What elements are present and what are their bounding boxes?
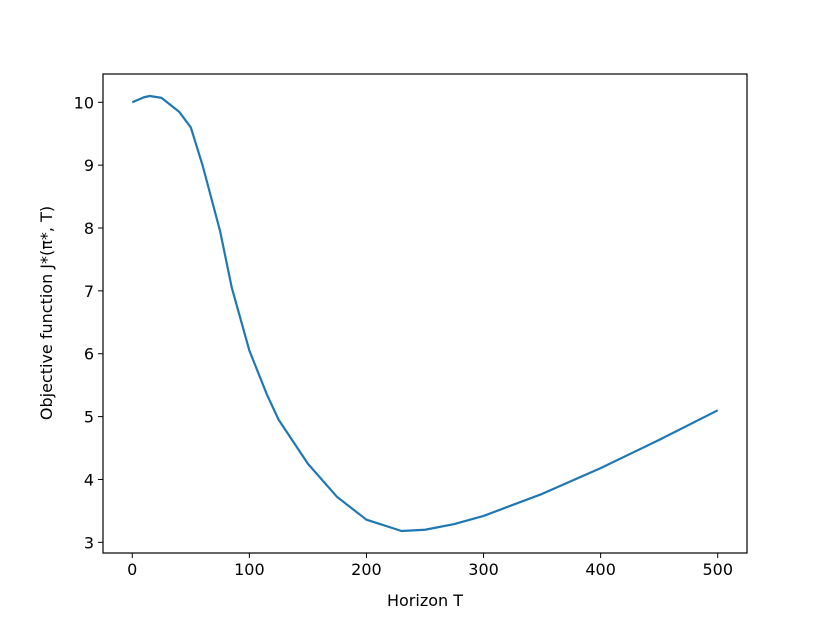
x-tick-label: 100 (234, 560, 265, 579)
y-tick-label: 6 (84, 345, 94, 364)
x-tick-label: 0 (127, 560, 137, 579)
y-tick-label: 3 (84, 533, 94, 552)
x-tick-label: 200 (351, 560, 382, 579)
y-tick-label: 5 (84, 408, 94, 427)
x-axis-label: Horizon T (387, 591, 463, 610)
y-tick-label: 8 (84, 219, 94, 238)
y-tick-label: 7 (84, 282, 94, 301)
data-line (131, 94, 719, 533)
y-tick-label: 9 (84, 156, 94, 175)
y-axis-label: Objective function J*(π*, T) (37, 206, 56, 420)
x-tick-label: 400 (585, 560, 616, 579)
plot-frame (102, 73, 748, 554)
y-tick-label: 4 (84, 470, 94, 489)
x-tick-label: 500 (702, 560, 733, 579)
x-tick-label: 300 (468, 560, 499, 579)
y-tick-label: 10 (74, 93, 94, 112)
